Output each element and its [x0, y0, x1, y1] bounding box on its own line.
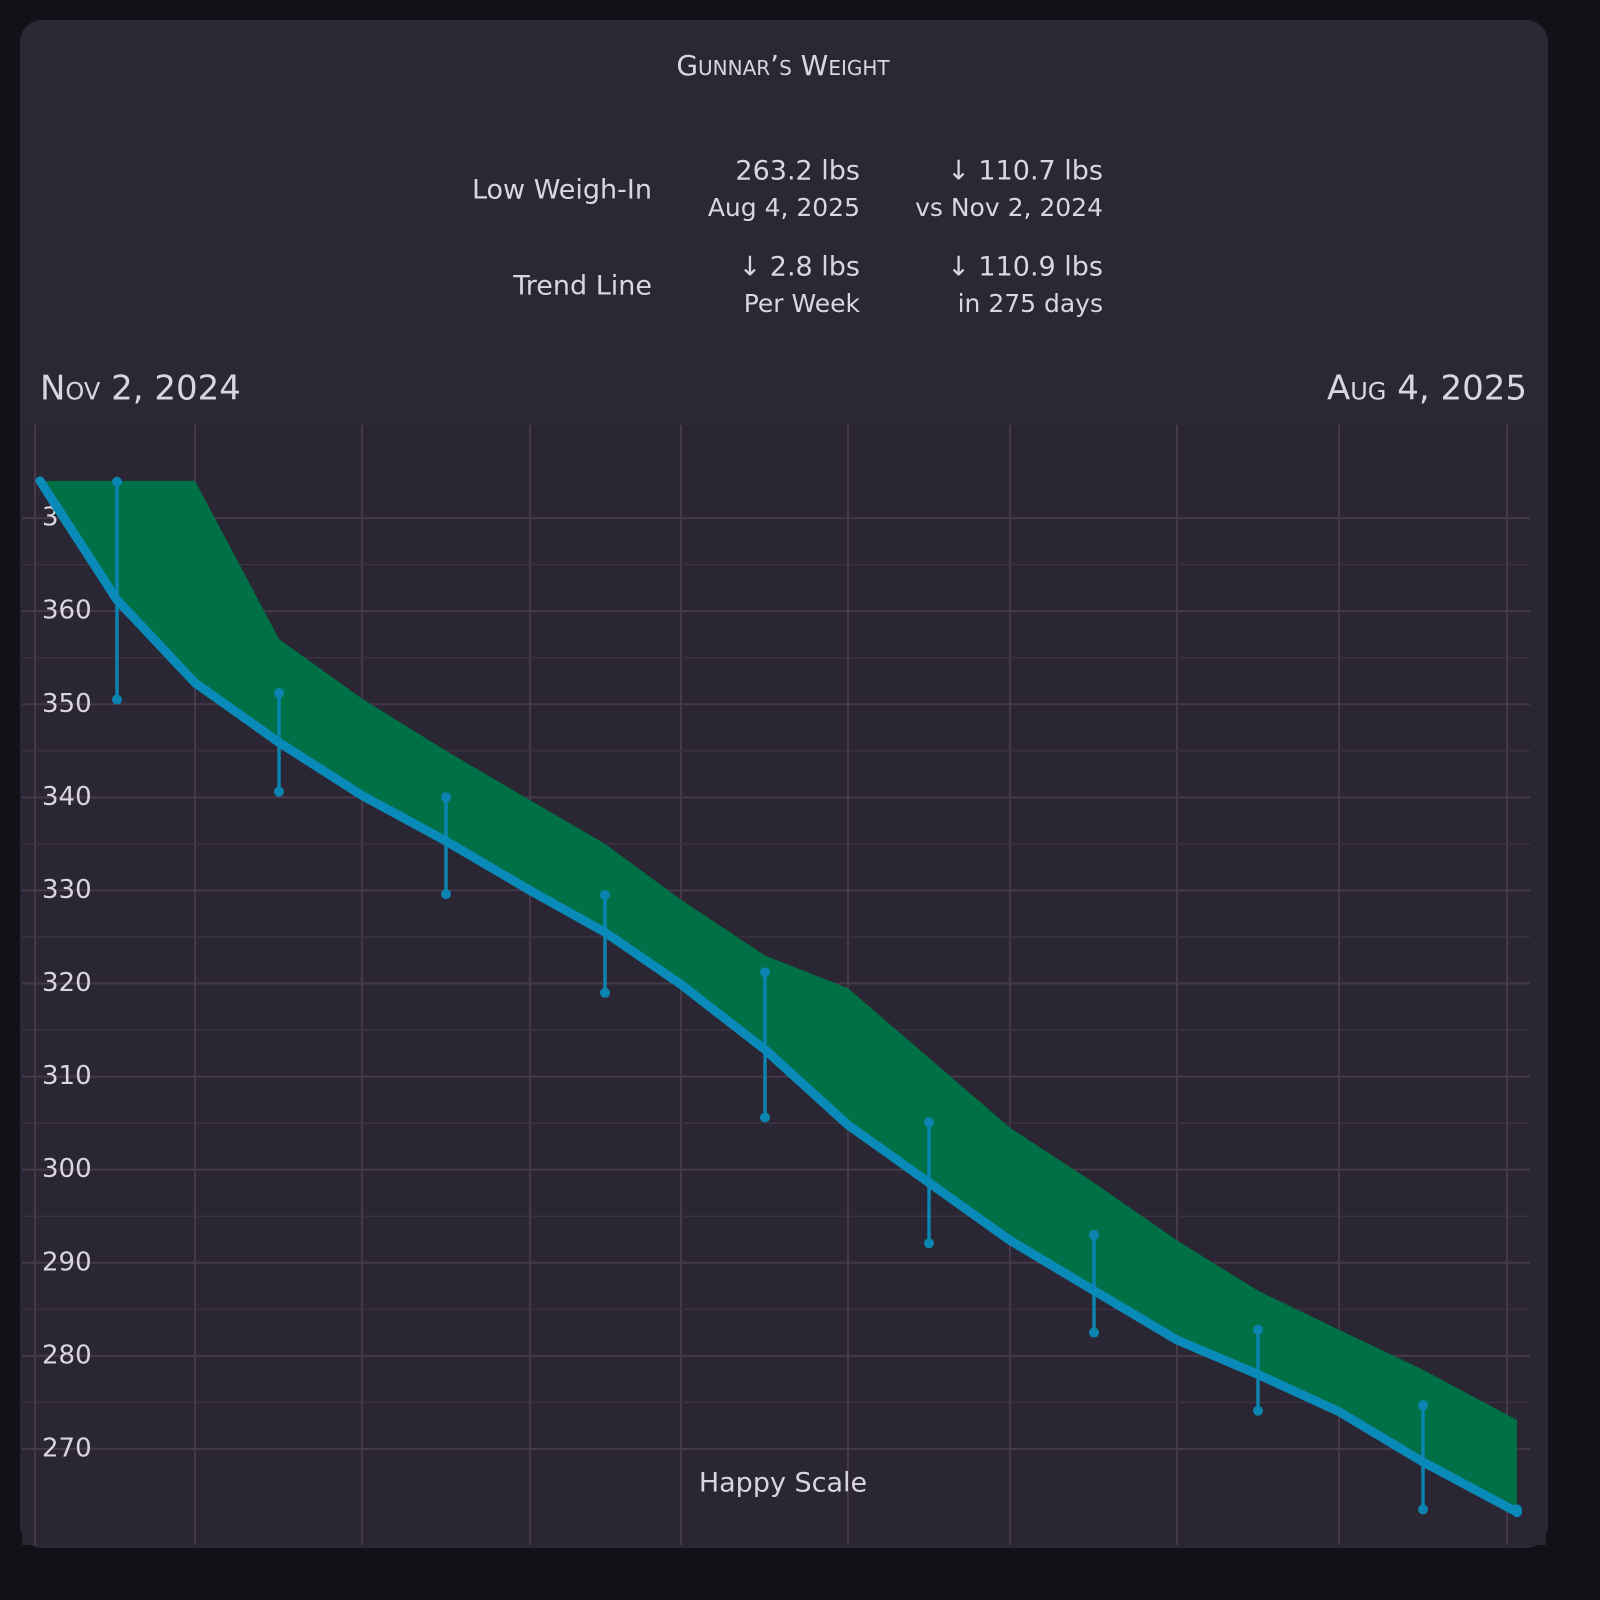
x-end-label: Aug 4, 2025: [1327, 369, 1527, 409]
range-high: [924, 1117, 934, 1128]
y-tick-label: 350: [42, 689, 92, 719]
range-high: [1089, 1229, 1099, 1240]
range-low: [760, 1112, 770, 1123]
stat-value: ↓ 2.8 lbs: [739, 252, 860, 283]
range-low: [274, 786, 284, 797]
y-tick-label: 270: [42, 1433, 92, 1463]
range-low: [600, 987, 610, 998]
range-high: [441, 792, 451, 803]
trend-line: [35, 476, 1522, 1517]
stat-sub: Aug 4, 2025: [708, 193, 860, 222]
y-tick-label: 360: [42, 596, 92, 626]
range-high: [274, 688, 284, 699]
range-low: [1089, 1327, 1099, 1338]
stat-label: Low Weigh-In: [472, 175, 652, 206]
y-tick-label: 310: [42, 1061, 92, 1091]
stat-sub: Per Week: [744, 289, 861, 318]
band: [40, 480, 1517, 1513]
stat-value: 263.2 lbs: [735, 156, 860, 187]
range-low: [924, 1238, 934, 1249]
y-tick-label: 340: [42, 782, 92, 812]
range-low: [441, 889, 451, 900]
range-low: [1253, 1405, 1263, 1416]
y-tick-label: 290: [42, 1247, 92, 1277]
range-high: [760, 967, 770, 978]
stat-value: ↓ 110.7 lbs: [947, 156, 1103, 187]
stat-value: ↓ 110.9 lbs: [947, 252, 1103, 283]
y-tick-label: 300: [42, 1154, 92, 1184]
range-high: [112, 476, 122, 487]
y-tick-label: 280: [42, 1340, 92, 1370]
stat-sub: in 275 days: [958, 289, 1103, 318]
y-tick-label: 330: [42, 875, 92, 905]
y-tick-label: 320: [42, 968, 92, 998]
range-low: [1418, 1504, 1428, 1515]
range-high: [1253, 1324, 1263, 1335]
range-low: [112, 694, 122, 705]
range-high: [1418, 1400, 1428, 1411]
chart-title: Gunnar’s Weight: [676, 49, 890, 82]
stat-sub: vs Nov 2, 2024: [915, 193, 1103, 222]
stat-label: Trend Line: [512, 271, 652, 302]
brand: Happy Scale: [699, 1468, 867, 1499]
range-high: [600, 890, 610, 901]
marks: [35, 476, 1522, 1518]
x-start-label: Nov 2, 2024: [40, 369, 241, 409]
